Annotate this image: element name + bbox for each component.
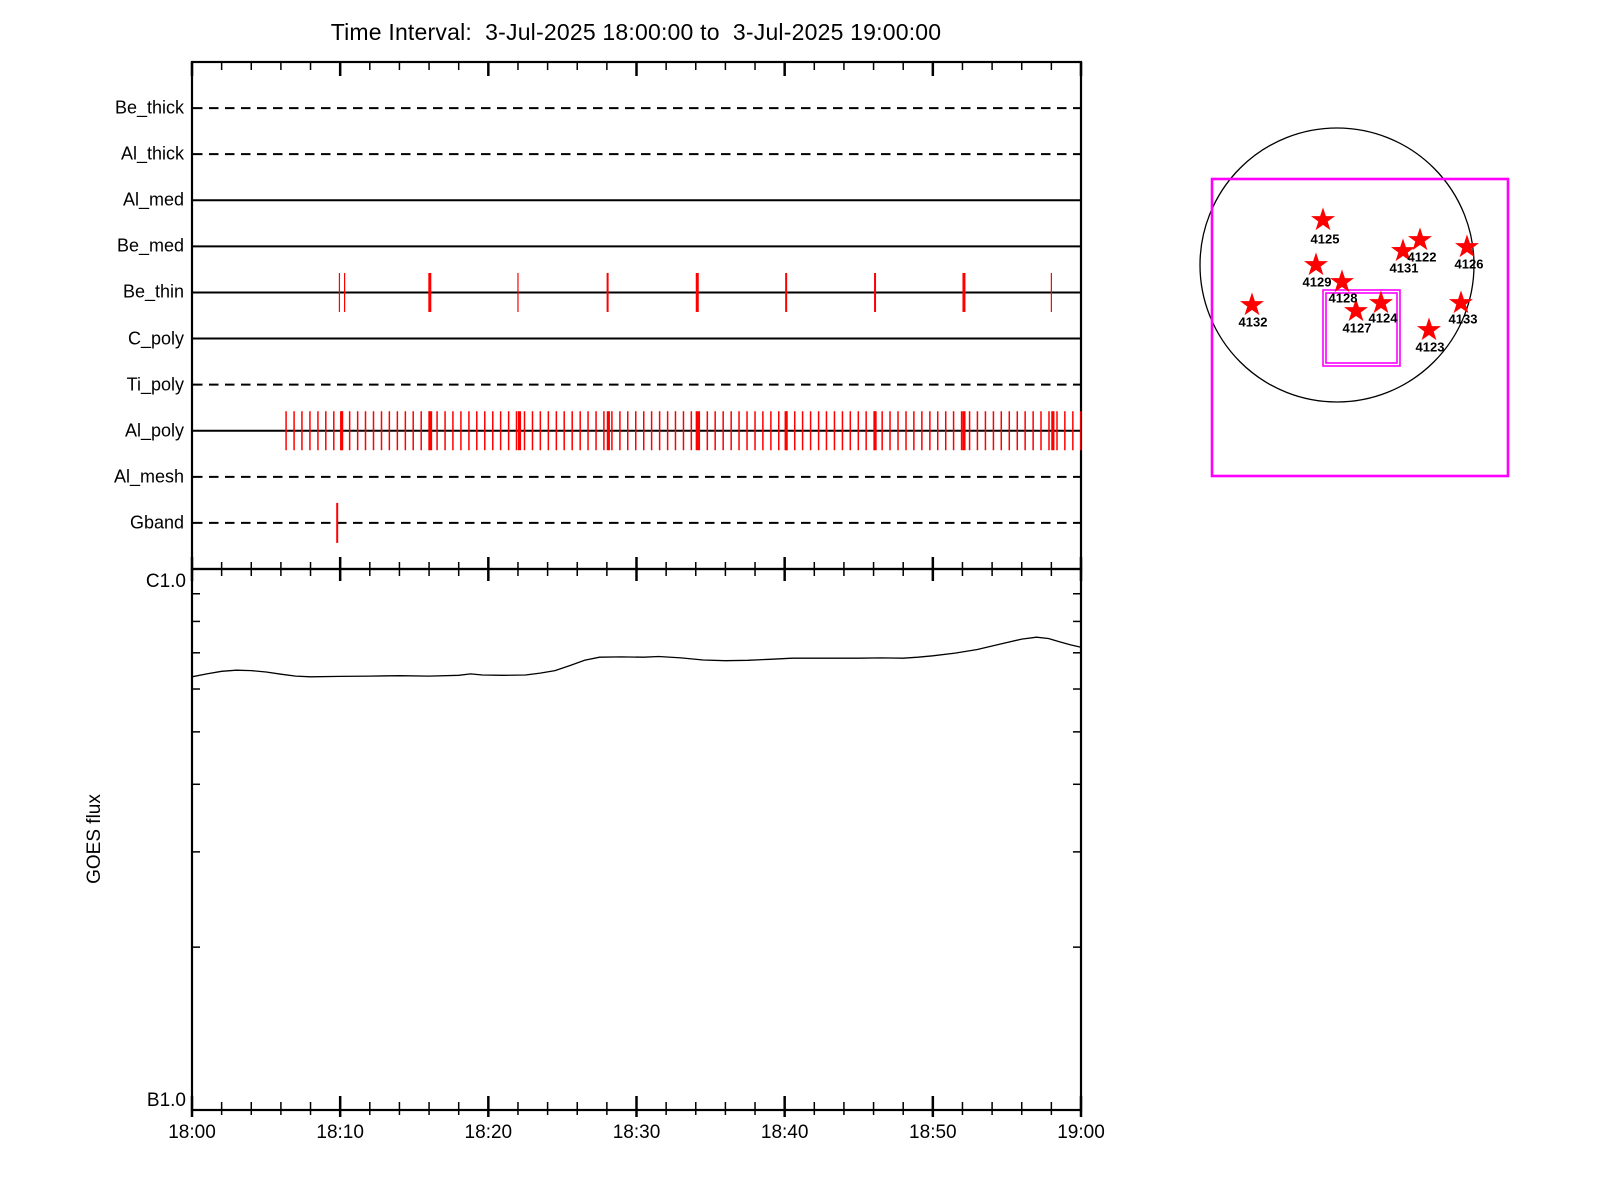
active-region-star-4122 xyxy=(1407,227,1433,251)
fov-box-small-outer xyxy=(1322,289,1401,367)
goes-flux-panel xyxy=(190,567,1083,1112)
filter-row-label-Be_thin: Be_thin xyxy=(122,281,184,302)
active-region-label-4128: 4128 xyxy=(1328,290,1358,306)
filter-row-label-Be_thick: Be_thick xyxy=(114,97,184,118)
active-region-label-4124: 4124 xyxy=(1368,310,1398,326)
x-axis-label-18:00: 18:00 xyxy=(168,1122,216,1143)
x-axis-label-19:00: 19:00 xyxy=(1057,1122,1105,1143)
page-title: Time Interval: 3-Jul-2025 18:00:00 to 3-… xyxy=(330,19,942,45)
fov-box-small-inner xyxy=(1325,292,1398,364)
x-axis-label-18:10: 18:10 xyxy=(316,1122,364,1143)
x-axis-label-18:30: 18:30 xyxy=(612,1122,661,1143)
filter-row-label-Al_poly: Al_poly xyxy=(124,420,184,441)
active-region-star-4125 xyxy=(1310,207,1336,231)
filter-row-label-Al_mesh: Al_mesh xyxy=(113,466,184,487)
active-region-label-4127: 4127 xyxy=(1342,320,1372,336)
fov-box-large xyxy=(1210,177,1510,478)
active-region-star-4132 xyxy=(1239,292,1265,316)
active-region-label-4131: 4131 xyxy=(1389,260,1419,276)
filter-row-label-Ti_poly: Ti_poly xyxy=(126,374,184,395)
active-region-star-4131 xyxy=(1390,238,1416,262)
active-region-star-4126 xyxy=(1454,234,1480,258)
active-region-label-4123: 4123 xyxy=(1415,339,1445,355)
x-axis-label-18:50: 18:50 xyxy=(909,1122,957,1143)
active-region-label-4132: 4132 xyxy=(1238,314,1268,330)
x-axis-label-18:20: 18:20 xyxy=(464,1122,513,1143)
goes-y-axis-title: GOES flux xyxy=(84,794,105,884)
filter-row-label-Gband: Gband xyxy=(129,512,184,533)
filter-row-label-Be_med: Be_med xyxy=(116,235,184,256)
goes-flux-curve xyxy=(191,636,1082,678)
active-region-label-4126: 4126 xyxy=(1454,256,1484,272)
active-region-star-4128 xyxy=(1329,269,1355,293)
active-region-star-4124 xyxy=(1368,290,1394,314)
active-region-star-4129 xyxy=(1303,252,1329,276)
solar-limb-circle xyxy=(1199,127,1475,403)
filter-row-label-C_poly: C_poly xyxy=(127,328,184,349)
filter-row-label-Al_med: Al_med xyxy=(122,189,184,210)
active-region-label-4133: 4133 xyxy=(1448,311,1478,327)
goes-bottom-axis-label: B1.0 xyxy=(146,1090,186,1111)
active-region-label-4125: 4125 xyxy=(1310,231,1340,247)
active-region-star-4123 xyxy=(1416,317,1442,341)
active-region-star-4127 xyxy=(1343,298,1369,322)
filter-row-label-Al_thick: Al_thick xyxy=(120,143,184,164)
active-region-label-4122: 4122 xyxy=(1407,249,1437,265)
goes-top-axis-label: C1.0 xyxy=(145,571,186,592)
active-region-star-4133 xyxy=(1448,290,1474,314)
active-region-label-4129: 4129 xyxy=(1302,274,1332,290)
filter-timeline-panel xyxy=(190,60,1083,571)
x-axis-label-18:40: 18:40 xyxy=(760,1122,809,1143)
